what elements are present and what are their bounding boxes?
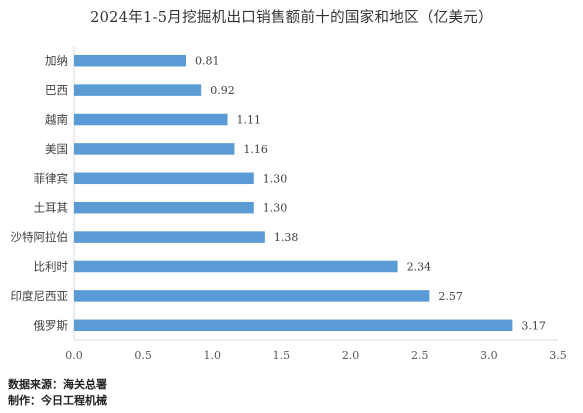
data-label: 1.11 (236, 114, 260, 127)
bar (74, 319, 513, 332)
bar (74, 201, 254, 214)
category-label: 比利时 (34, 260, 69, 274)
category-label: 菲律宾 (34, 171, 69, 185)
bar (74, 290, 430, 302)
data-label: 2.57 (438, 290, 463, 303)
bar (74, 143, 235, 155)
x-tick-label: 3.0 (480, 349, 498, 362)
x-tick-label: 1.0 (204, 349, 222, 362)
x-tick-label: 0.0 (65, 349, 83, 362)
data-label: 1.16 (243, 143, 268, 156)
data-label: 0.81 (195, 55, 220, 68)
data-label: 1.30 (263, 172, 288, 185)
bar (74, 84, 202, 96)
category-label: 沙特阿拉伯 (11, 230, 69, 244)
bar (74, 54, 187, 67)
data-source-note: 数据来源：海关总署 (8, 378, 107, 391)
category-label: 印度尼西亚 (11, 289, 69, 303)
x-tick-label: 3.5 (549, 349, 567, 362)
category-label: 土耳其 (34, 201, 69, 215)
chart-title: 2024年1-5月挖掘机出口销售额前十的国家和地区（亿美元） (90, 10, 493, 26)
category-label: 俄罗斯 (34, 318, 69, 332)
bar (74, 172, 254, 185)
bar (74, 113, 228, 126)
x-tick-label: 0.5 (134, 349, 152, 362)
data-label: 1.38 (274, 231, 299, 244)
data-label: 0.92 (210, 84, 235, 97)
data-label: 3.17 (521, 319, 546, 332)
bar (74, 231, 265, 243)
data-label: 2.34 (407, 261, 432, 274)
category-label: 越南 (45, 113, 68, 127)
category-label: 美国 (45, 142, 68, 156)
category-label: 巴西 (45, 83, 68, 97)
category-label: 加纳 (45, 54, 68, 68)
x-tick-label: 2.0 (342, 349, 360, 362)
producer-note: 制作：今日工程机械 (8, 394, 107, 407)
x-tick-label: 2.5 (411, 349, 429, 362)
x-tick-label: 1.5 (273, 349, 291, 362)
bar (74, 260, 398, 273)
data-label: 1.30 (263, 202, 288, 215)
